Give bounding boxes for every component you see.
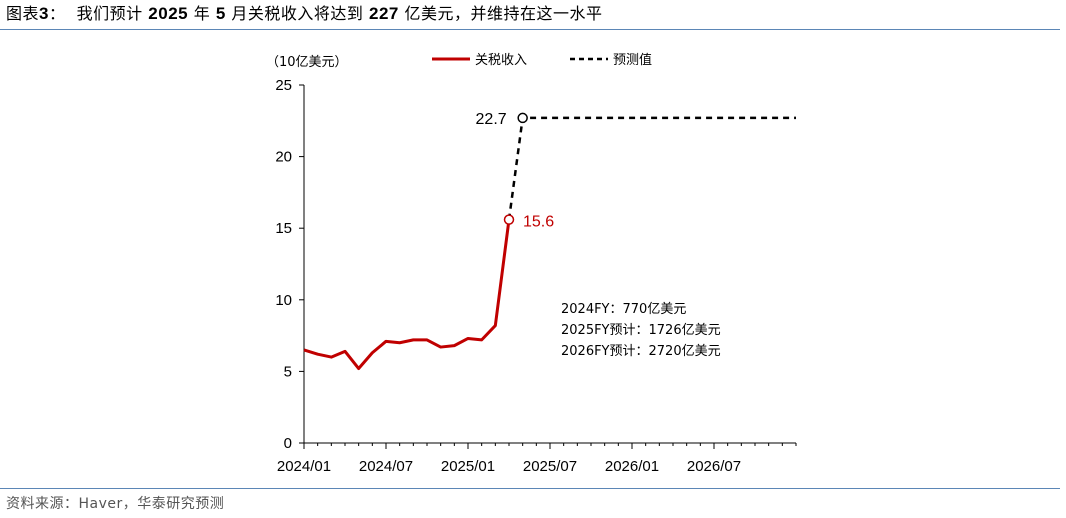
title-part-3: 年	[193, 4, 211, 23]
title-amount: 227	[368, 4, 399, 23]
y-tick-label: 0	[284, 435, 292, 452]
forecast-point-marker	[517, 112, 528, 124]
fiscal-year-note: 2025FY预计：1726亿美元	[561, 323, 721, 338]
fiscal-year-note: 2024FY：770亿美元	[561, 302, 686, 317]
title-year: 2025	[148, 4, 189, 23]
figure-label: 图表	[6, 4, 40, 23]
y-unit-label: （10亿美元）	[266, 55, 348, 70]
title-colon: ：	[48, 4, 66, 23]
legend-forecast-label: 预测值	[613, 52, 652, 68]
y-tick-label: 25	[275, 77, 292, 94]
forecast-line	[507, 116, 796, 220]
actual-point-marker	[503, 214, 515, 225]
forecast-point-label: 22.7	[476, 111, 507, 128]
y-tick-label: 20	[275, 149, 292, 166]
legend-actual-label: 关税收入	[475, 53, 527, 68]
x-tick-label: 2024/01	[277, 458, 331, 475]
y-tick-label: 5	[284, 363, 292, 380]
tariff-revenue-line	[303, 219, 511, 371]
actual-point-label: 15.6	[523, 214, 554, 231]
x-tick-label: 2026/01	[605, 458, 659, 475]
footer-divider	[0, 488, 1060, 489]
figure-number: 3	[39, 4, 49, 23]
x-tick-label: 2025/07	[523, 458, 577, 475]
y-tick-label: 15	[275, 220, 292, 237]
title-part-1: 我们预计	[76, 4, 143, 23]
title-part-7: 亿美元，并维持在这一水平	[404, 4, 603, 23]
x-tick-label: 2024/07	[359, 458, 413, 475]
figure-title: 图表3： 我们预计 2025 年 5 月关税收入将达到 227 亿美元，并维持在…	[6, 2, 602, 26]
fiscal-year-note: 2026FY预计：2720亿美元	[561, 344, 721, 359]
title-month: 5	[215, 4, 226, 23]
source-note: 资料来源：Haver，华泰研究预测	[6, 496, 225, 512]
y-tick-label: 10	[275, 292, 292, 309]
x-tick-label: 2026/07	[687, 458, 741, 475]
title-divider	[0, 29, 1060, 30]
x-tick-label: 2025/01	[441, 458, 495, 475]
title-part-5: 月关税收入将达到	[231, 4, 364, 23]
